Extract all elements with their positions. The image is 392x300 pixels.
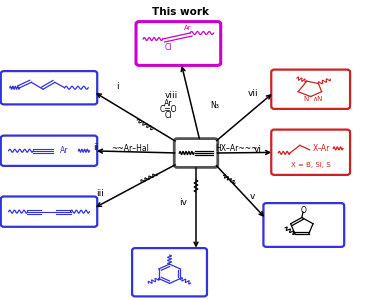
Text: Ar: Ar <box>184 26 192 32</box>
Text: v: v <box>250 192 256 201</box>
Text: i: i <box>116 82 119 91</box>
FancyBboxPatch shape <box>132 248 207 296</box>
Text: HX–Ar~~~: HX–Ar~~~ <box>215 144 258 153</box>
Text: X: X <box>313 144 318 153</box>
FancyBboxPatch shape <box>271 70 350 109</box>
FancyBboxPatch shape <box>263 203 344 247</box>
Text: viii: viii <box>165 92 178 100</box>
Text: Ar: Ar <box>164 99 173 108</box>
Text: Cl: Cl <box>165 44 172 52</box>
Text: Ar: Ar <box>60 146 69 155</box>
Text: ~~Ar–Hal: ~~Ar–Hal <box>112 144 149 153</box>
FancyBboxPatch shape <box>271 130 350 175</box>
Text: This work: This work <box>152 7 209 17</box>
Text: ∧N: ∧N <box>312 96 323 102</box>
Text: X = B, Si, S: X = B, Si, S <box>291 162 330 168</box>
FancyBboxPatch shape <box>1 136 97 166</box>
FancyBboxPatch shape <box>1 196 97 227</box>
Text: O: O <box>301 206 307 215</box>
Text: Cl: Cl <box>165 111 172 120</box>
FancyBboxPatch shape <box>174 139 218 167</box>
Text: iv: iv <box>179 198 187 207</box>
Text: iii: iii <box>96 189 104 198</box>
Text: N₃: N₃ <box>211 100 219 109</box>
Text: vii: vii <box>247 88 258 98</box>
Text: N: N <box>303 96 309 102</box>
FancyBboxPatch shape <box>1 71 97 104</box>
Text: –Ar: –Ar <box>317 144 330 153</box>
Text: ii: ii <box>93 143 98 152</box>
FancyBboxPatch shape <box>136 22 221 65</box>
Text: C=O: C=O <box>160 105 177 114</box>
Text: vi: vi <box>254 146 261 154</box>
